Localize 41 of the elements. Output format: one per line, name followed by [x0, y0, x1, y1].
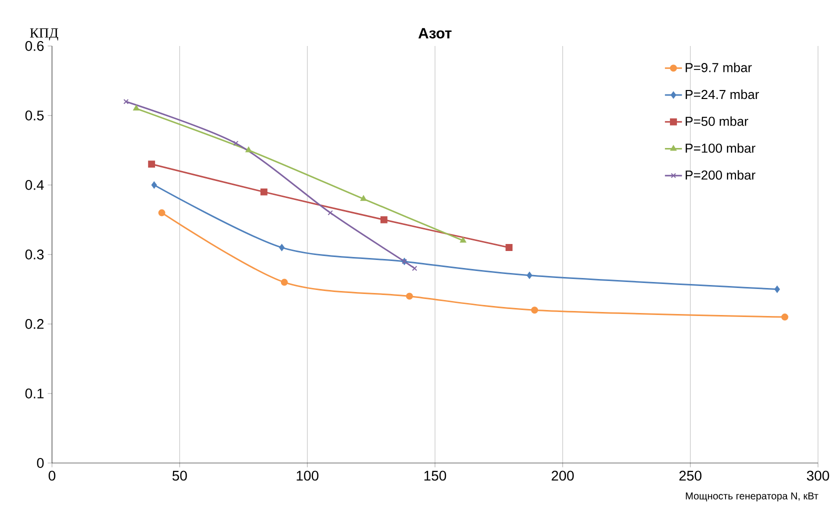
point [531, 306, 538, 314]
point [158, 209, 166, 216]
point [774, 286, 780, 293]
point [233, 140, 238, 146]
point [360, 195, 367, 201]
y-axis-title: КПД [30, 28, 58, 40]
x-tick-label: 150 [424, 470, 446, 481]
point [506, 244, 513, 252]
y-tick-label: 0.4 [25, 180, 44, 190]
point [148, 160, 156, 168]
point [133, 105, 140, 111]
point [151, 182, 157, 188]
point [406, 292, 413, 300]
x-tick-label: 0 [48, 470, 56, 481]
legend-label: P=50 mbar [686, 116, 748, 126]
legend-label: P=200 mbar [686, 170, 756, 180]
legend-label: P=100 mbar [686, 143, 756, 153]
point [260, 188, 268, 196]
y-tick-label: 0.6 [25, 41, 44, 51]
x-tick-label: 250 [679, 470, 702, 481]
point [380, 216, 388, 224]
x-tick-label: 50 [172, 470, 187, 481]
x-tick-label: 100 [296, 470, 318, 481]
x-tick-label: 200 [552, 470, 574, 481]
point [328, 210, 333, 216]
point [781, 314, 788, 321]
y-tick-label: 0.5 [25, 110, 44, 120]
x-axis-title: Мощность генератора N, кВт [686, 492, 818, 502]
legend-label: P=24.7 mbar [686, 90, 759, 100]
chart-title: Азот [418, 28, 452, 38]
y-tick-label: 0.1 [25, 388, 44, 398]
x-tick-label: 300 [806, 470, 830, 481]
legend-label: P=9.7 mbar [686, 62, 752, 72]
point [460, 237, 466, 243]
y-tick-label: 0 [37, 458, 44, 468]
y-tick-label: 0.3 [25, 250, 44, 260]
y-tick-label: 0.2 [25, 319, 44, 329]
point [526, 272, 532, 279]
point [280, 278, 288, 286]
point [279, 244, 285, 252]
point [246, 146, 252, 152]
